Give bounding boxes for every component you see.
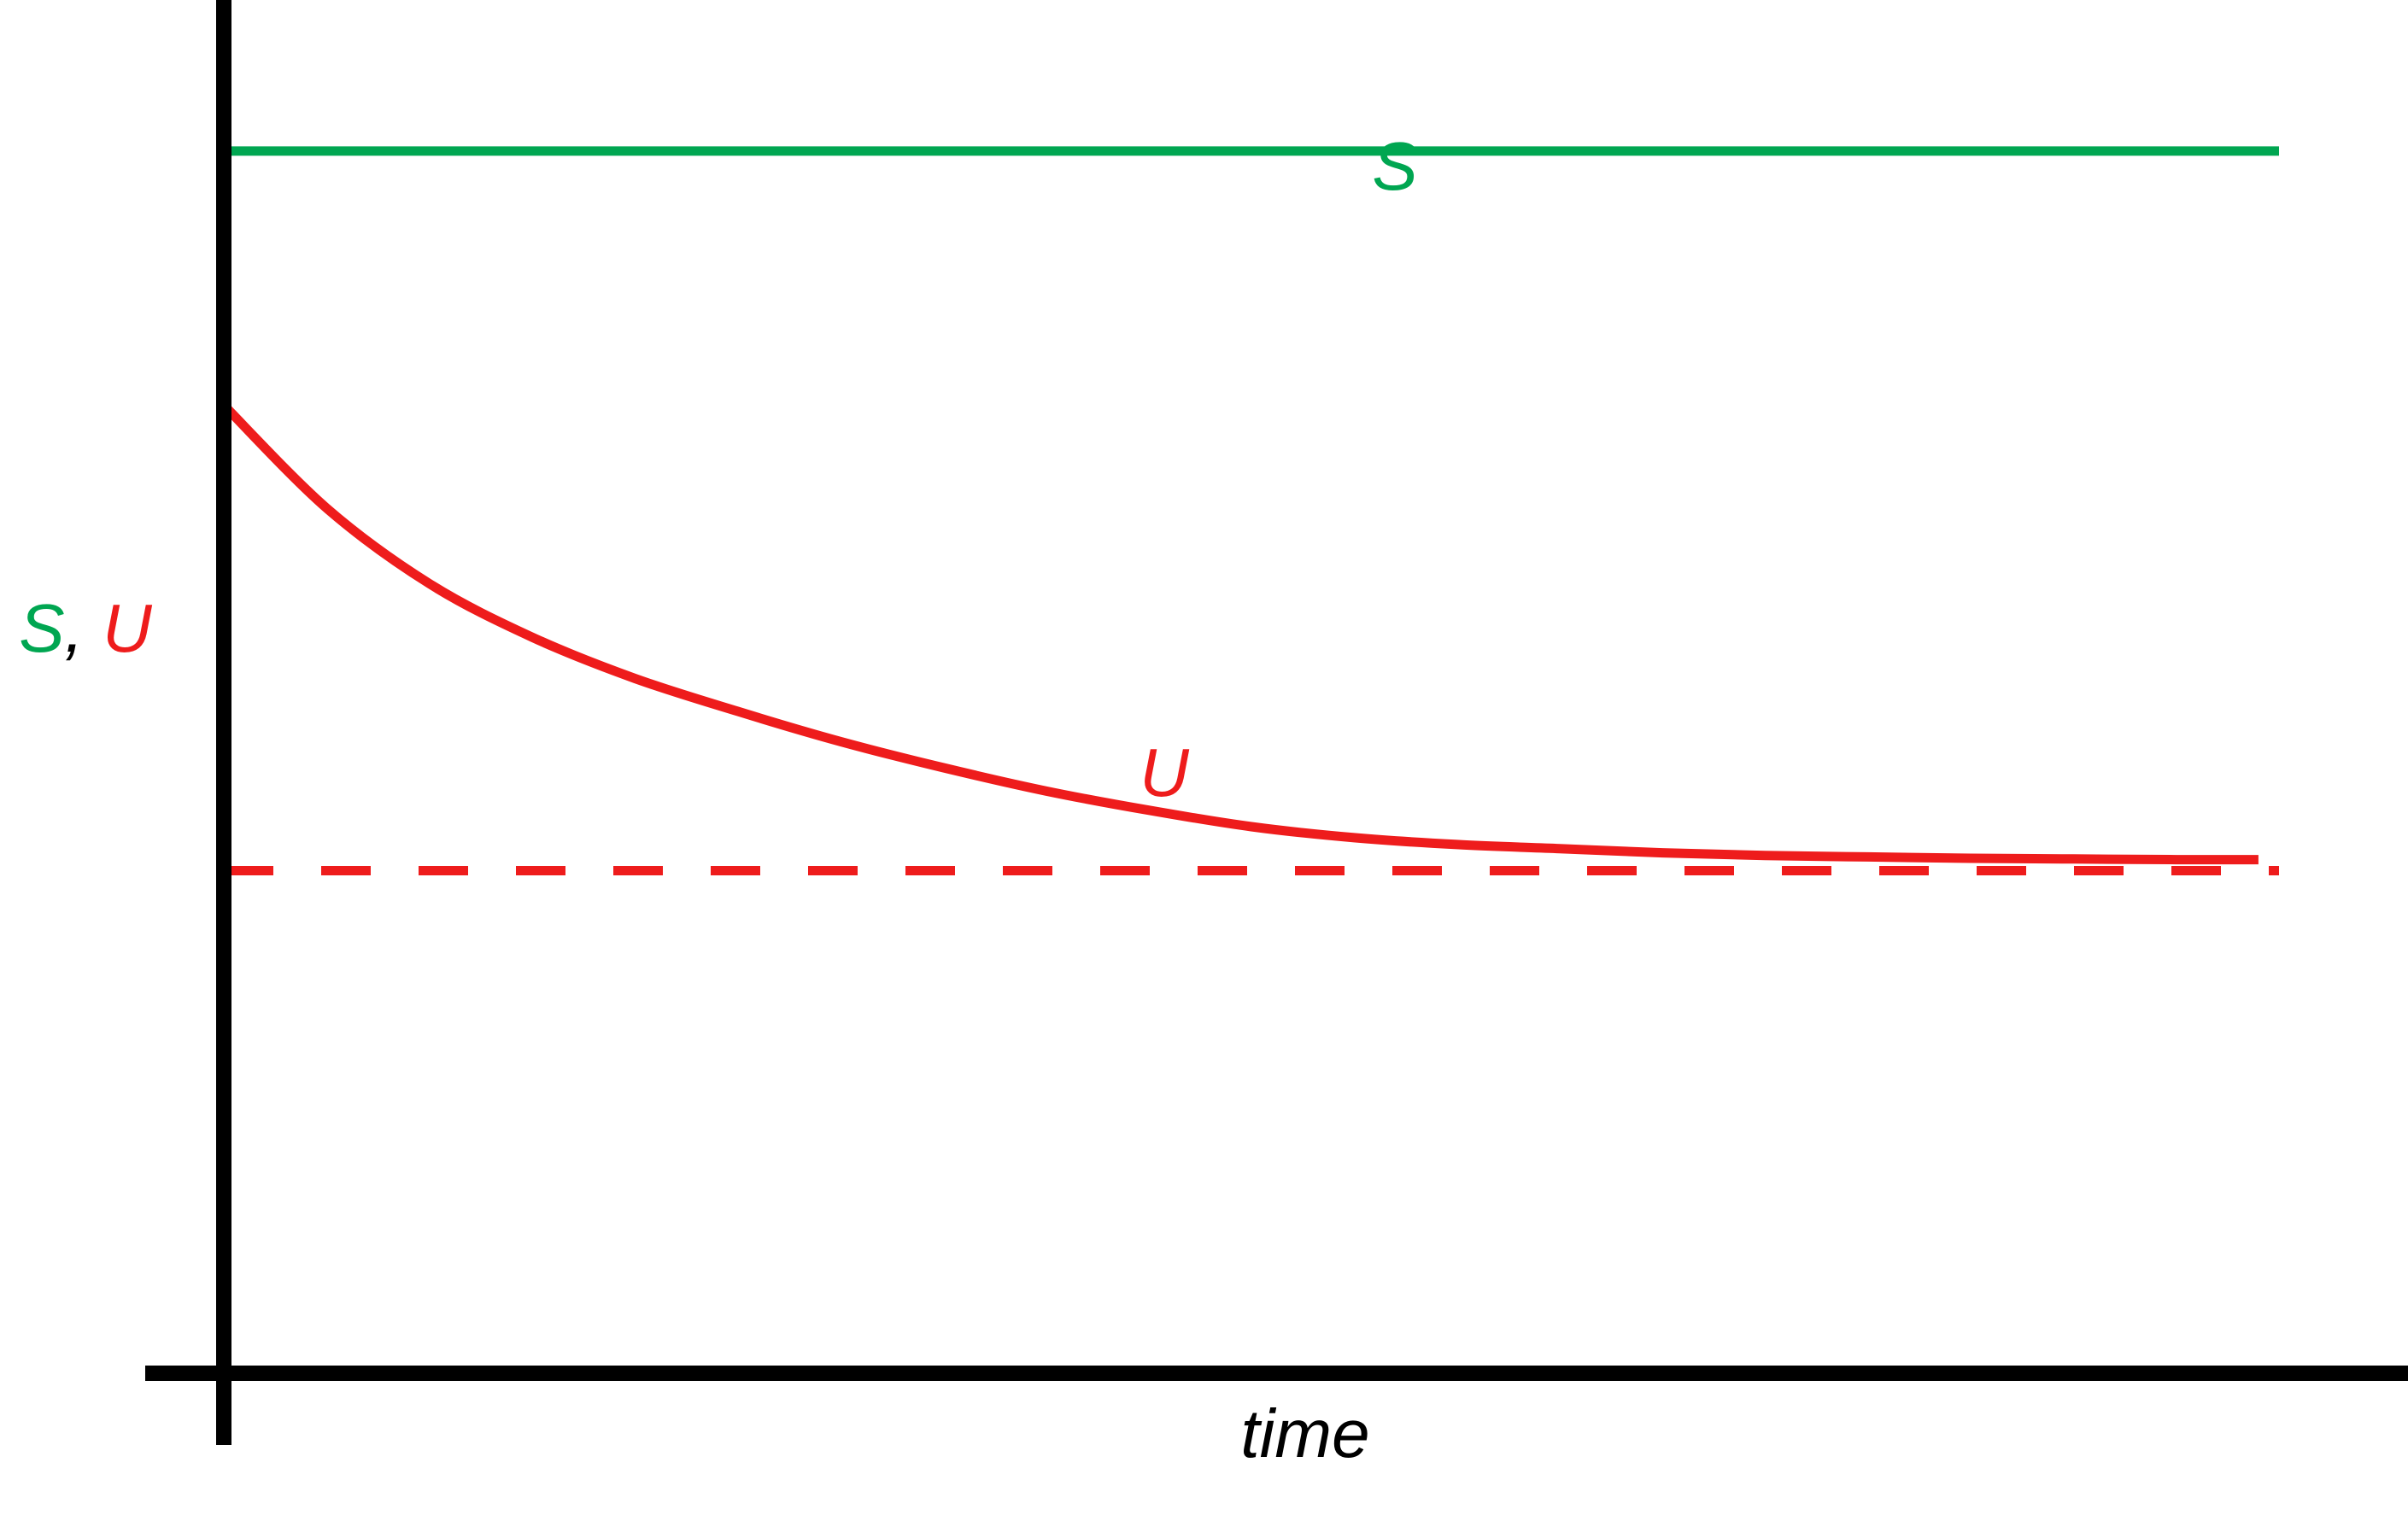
x-axis-label: time [1240, 1395, 1369, 1471]
series-line-u [220, 401, 2259, 865]
series-label-u: U [1140, 734, 1190, 810]
y-axis-label-part-sep: , [65, 590, 103, 666]
series-layer [220, 146, 2279, 875]
y-axis-label-part-u: U [103, 590, 153, 666]
series-label-s: S [1372, 128, 1417, 204]
y-axis-label: S, U [19, 590, 153, 666]
y-axis-label-part-s: S [19, 590, 64, 666]
